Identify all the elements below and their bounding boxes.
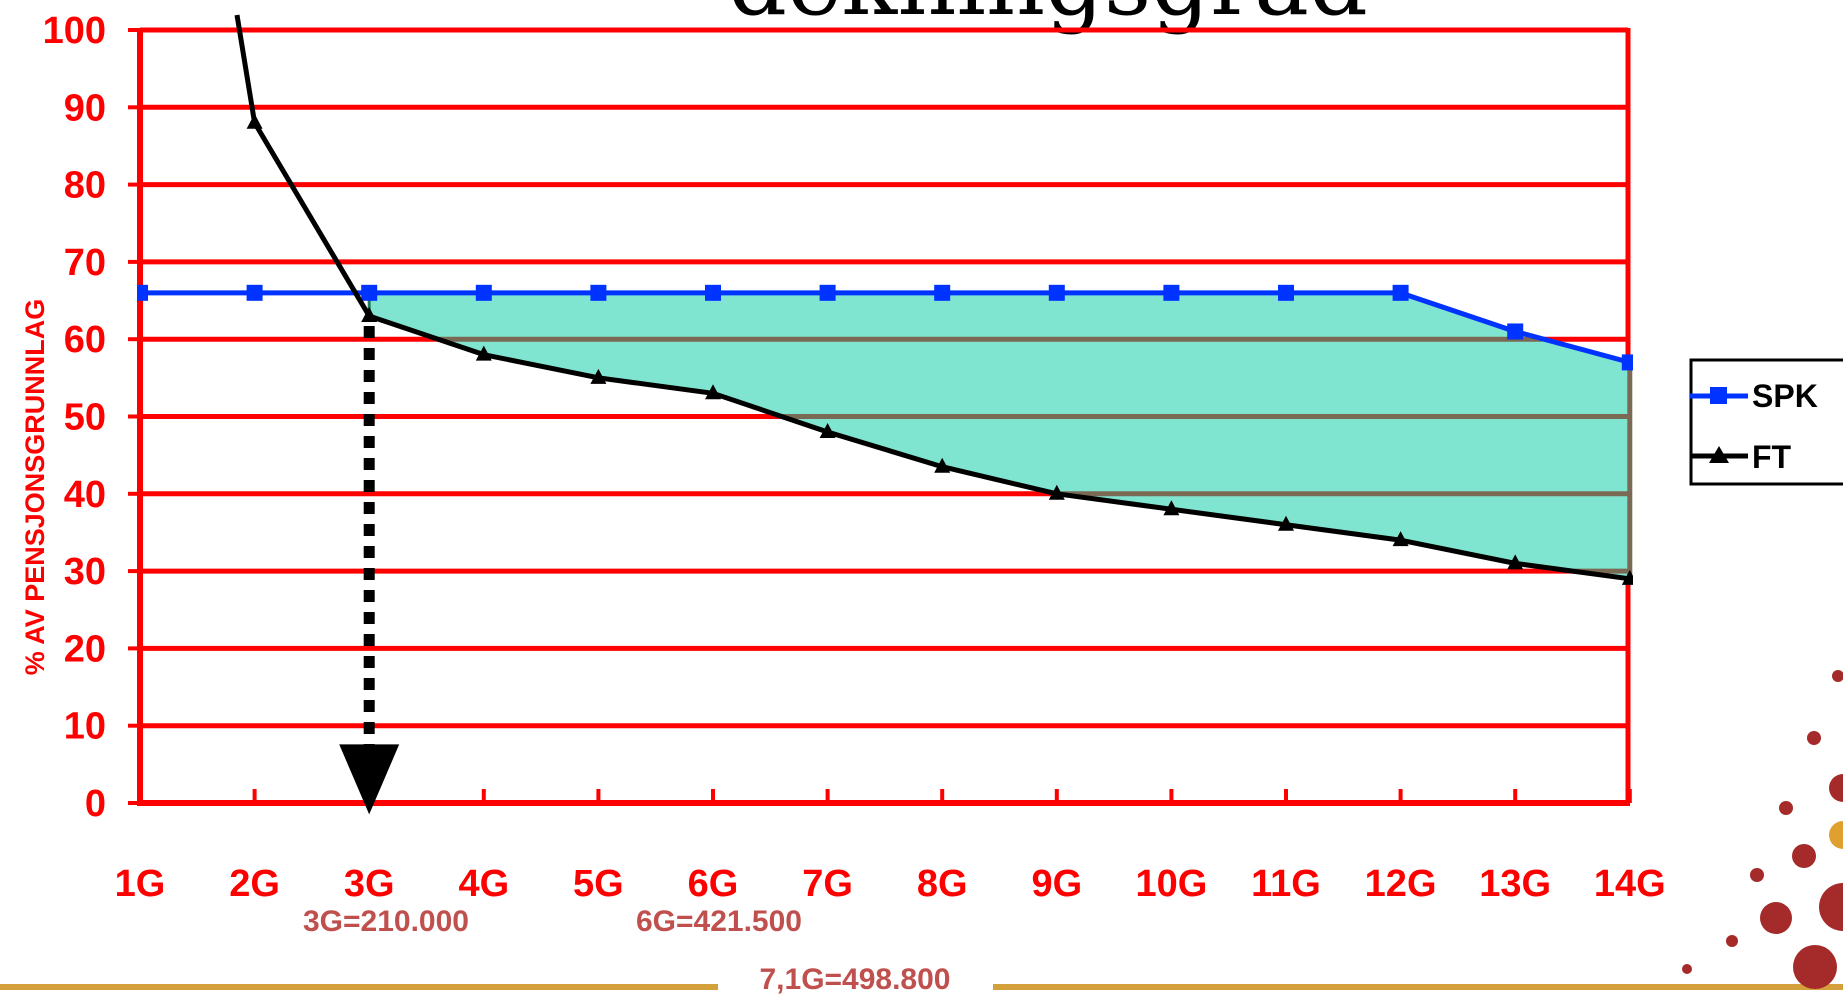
x-tick-label-10G: 10G xyxy=(1135,863,1207,905)
legend: SPK FT xyxy=(1690,360,1843,484)
y-tick-label-90: 90 xyxy=(64,87,106,129)
y-tick-label-50: 50 xyxy=(64,397,106,439)
x-tick-label-1G: 1G xyxy=(115,863,166,905)
dot xyxy=(1819,883,1843,931)
point-spk-13G xyxy=(1507,323,1523,339)
dot xyxy=(1682,964,1692,974)
legend-spk-label: SPK xyxy=(1752,378,1818,414)
x-tick-label-7G: 7G xyxy=(802,863,853,905)
x-tick-labels: 1G 2G 3G 4G 5G 6G 7G 8G 9G 10G 11G 12G 13G 14G xyxy=(115,863,1666,905)
x-tick-label-11G: 11G xyxy=(1251,863,1321,905)
y-tick-labels: 0 10 20 30 40 50 60 70 80 90 100 xyxy=(43,10,106,825)
y-tick-label-0: 0 xyxy=(85,783,106,825)
y-axis-label: % AV PENSJONSGRUNNLAG xyxy=(20,299,50,676)
point-spk-1G xyxy=(132,285,148,301)
dot xyxy=(1793,945,1837,989)
x-tick-label-5G: 5G xyxy=(573,863,624,905)
dot xyxy=(1829,821,1843,849)
x-tick-label-6G: 6G xyxy=(688,863,739,905)
point-spk-9G xyxy=(1049,285,1065,301)
y-tick-label-70: 70 xyxy=(64,242,106,284)
point-spk-4G xyxy=(476,285,492,301)
point-spk-14G xyxy=(1622,354,1638,370)
annotation-3g: 3G=210.000 xyxy=(303,905,469,938)
point-spk-6G xyxy=(705,285,721,301)
x-tick-label-14G: 14G xyxy=(1594,863,1666,905)
point-spk-2G xyxy=(247,285,263,301)
x-tick-label-3G: 3G xyxy=(344,863,395,905)
dot xyxy=(1807,731,1821,745)
decorative-dots xyxy=(1682,670,1843,989)
point-spk-11G xyxy=(1278,285,1294,301)
dot xyxy=(1750,868,1764,882)
point-ft-2G xyxy=(247,114,263,129)
point-spk-12G xyxy=(1393,285,1409,301)
legend-ft-label: FT xyxy=(1752,439,1792,475)
y-tick-label-40: 40 xyxy=(64,474,106,516)
dot xyxy=(1726,935,1738,947)
dot xyxy=(1779,801,1793,815)
y-tick-label-60: 60 xyxy=(64,319,106,361)
dot xyxy=(1792,844,1816,868)
shaded-area xyxy=(369,293,1630,579)
y-tick-label-80: 80 xyxy=(64,165,106,207)
annotation-6g: 6G=421.500 xyxy=(636,905,802,938)
point-spk-7G xyxy=(820,285,836,301)
point-spk-10G xyxy=(1163,285,1179,301)
legend-spk-marker xyxy=(1710,387,1727,404)
x-tick-label-4G: 4G xyxy=(458,863,509,905)
dot xyxy=(1829,774,1843,802)
x-tick-label-12G: 12G xyxy=(1365,863,1437,905)
y-tick-label-10: 10 xyxy=(64,706,106,748)
annotation-7-1g: 7,1G=498.800 xyxy=(759,963,950,996)
x-tick-label-13G: 13G xyxy=(1479,863,1551,905)
shaded-area-polygon xyxy=(369,293,1630,579)
y-tick-label-20: 20 xyxy=(64,628,106,670)
point-spk-8G xyxy=(934,285,950,301)
dot xyxy=(1760,902,1792,934)
dot xyxy=(1832,670,1843,682)
point-spk-3G xyxy=(361,285,377,301)
y-tick-label-100: 100 xyxy=(43,10,106,52)
x-tick-label-2G: 2G xyxy=(229,863,280,905)
y-tick-label-30: 30 xyxy=(64,551,106,593)
point-spk-5G xyxy=(590,285,606,301)
x-tick-label-9G: 9G xyxy=(1031,863,1082,905)
x-tick-label-8G: 8G xyxy=(917,863,968,905)
